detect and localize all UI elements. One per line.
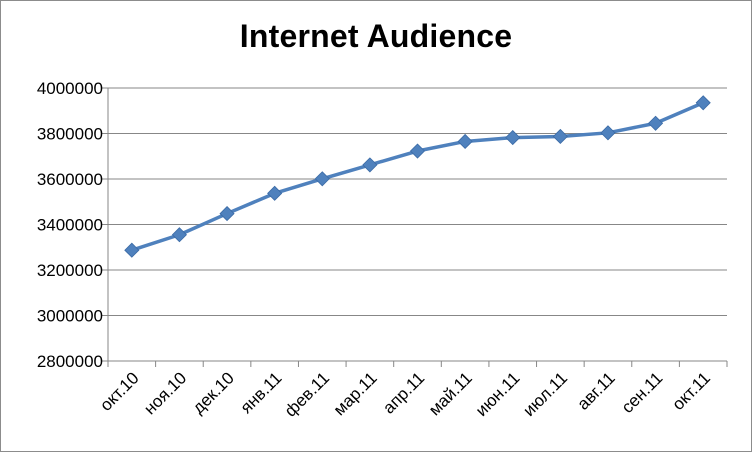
x-tick-label: апр.11 [379, 368, 428, 417]
data-point [362, 157, 378, 173]
data-point [314, 171, 330, 187]
gridlines [108, 87, 727, 362]
data-point [219, 206, 235, 222]
x-tick-label: май.11 [425, 368, 476, 419]
data-point [171, 227, 187, 243]
y-tick-label: 3200000 [37, 261, 103, 280]
x-tick-label: сен.11 [618, 368, 667, 417]
x-tick-label: дек.10 [189, 368, 238, 417]
data-point [457, 133, 473, 150]
data-point [600, 125, 616, 141]
x-tick-label: авг.11 [574, 368, 619, 413]
y-tick-label: 3000000 [37, 307, 103, 326]
y-tick-label: 3400000 [37, 216, 103, 235]
y-tick-label: 2800000 [37, 352, 103, 371]
x-tick-labels: окт.10ноя.10дек.10янв.11фев.11мар.11апр.… [96, 368, 714, 420]
y-tick-labels: 2800000 3000000 3200000 3400000 3600000 38000… [37, 79, 103, 371]
x-tick-label: июл.11 [519, 368, 571, 420]
data-point [267, 185, 283, 201]
x-tick-label: мар.11 [330, 368, 381, 419]
x-tick-label: окт.11 [669, 368, 715, 414]
y-tick-label: 3600000 [37, 170, 103, 189]
data-point [505, 130, 521, 146]
x-tick-label: фев.11 [281, 368, 333, 420]
series-line [130, 101, 705, 252]
x-tick-label: янв.11 [237, 368, 286, 417]
data-point [409, 143, 426, 159]
data-point [552, 128, 568, 145]
x-tick-label: июн.11 [472, 368, 524, 420]
x-tick-label: окт.10 [96, 368, 142, 414]
axes [102, 87, 728, 367]
data-point [695, 95, 711, 111]
chart-title: Internet Audience [239, 18, 513, 54]
y-tick-label: 3800000 [37, 125, 103, 144]
x-tick-label: ноя.10 [140, 368, 190, 418]
data-point [648, 115, 664, 131]
series [124, 95, 711, 258]
y-tick-label: 4000000 [37, 79, 103, 98]
data-point [124, 242, 140, 258]
